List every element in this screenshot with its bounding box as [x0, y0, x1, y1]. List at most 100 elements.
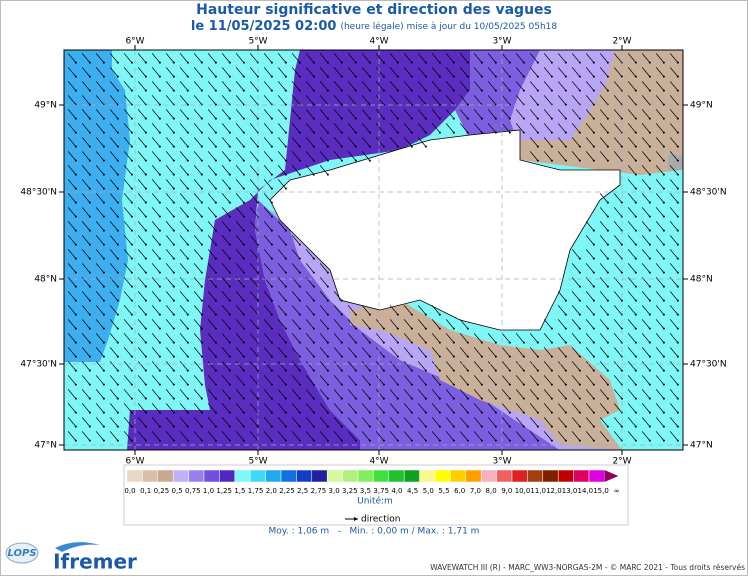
wave-arrow — [221, 319, 231, 329]
wave-arrow-head — [396, 397, 399, 400]
wave-arrow — [109, 375, 119, 385]
wave-arrow — [529, 431, 539, 441]
wave-arrow — [613, 431, 623, 441]
wave-arrow — [221, 123, 231, 133]
wave-arrow — [67, 235, 77, 245]
wave-arrow-head — [88, 397, 91, 400]
wave-arrow — [557, 333, 567, 343]
wave-arrow-head — [634, 411, 637, 414]
scale-swatch — [527, 469, 544, 483]
wave-arrow-head — [116, 61, 119, 64]
wave-arrow — [291, 235, 301, 245]
wave-arrow — [193, 277, 203, 287]
wave-arrow — [641, 249, 651, 259]
wave-arrow — [67, 431, 77, 441]
wave-arrow-head — [200, 285, 203, 288]
latitude-label: 47°N — [690, 441, 713, 451]
wave-arrow-head — [270, 271, 273, 274]
wave-arrow-head — [606, 285, 609, 288]
scale-swatch — [434, 469, 451, 483]
wave-arrow-head — [102, 159, 105, 162]
wave-arrow — [361, 67, 371, 77]
wave-arrow-head — [382, 131, 385, 134]
wave-arrow-head — [116, 145, 119, 148]
wave-arrow — [571, 123, 581, 133]
wave-arrow-head — [564, 159, 567, 162]
wave-arrow-head — [186, 411, 189, 414]
wave-arrow-head — [186, 327, 189, 330]
wave-arrow — [333, 431, 343, 441]
wave-arrow — [543, 361, 553, 371]
wave-arrow — [95, 305, 105, 315]
wave-arrow-head — [144, 187, 147, 190]
wave-arrow-head — [550, 75, 553, 78]
wave-arrow-head — [368, 355, 371, 358]
wave-arrow — [669, 249, 679, 259]
wave-arrow — [109, 361, 119, 371]
wave-arrow — [291, 291, 301, 301]
wave-arrow — [249, 207, 259, 217]
scale-swatch — [311, 469, 328, 483]
wave-arrow — [389, 53, 399, 63]
wave-arrow — [277, 53, 287, 63]
wave-arrow — [263, 235, 273, 245]
wave-arrow — [81, 95, 91, 105]
wave-arrow — [263, 193, 273, 203]
wave-arrow-head — [438, 131, 441, 134]
wave-arrow — [361, 81, 371, 91]
wave-arrow — [109, 137, 119, 147]
wave-arrow-head — [354, 341, 357, 344]
wave-arrow-head — [424, 145, 427, 148]
wave-arrow-head — [200, 243, 203, 246]
wave-arrow — [291, 333, 301, 343]
wave-arrow-head — [438, 117, 441, 120]
wave-arrow-head — [284, 285, 287, 288]
wave-arrow — [207, 361, 217, 371]
wave-arrow — [179, 53, 189, 63]
wave-arrow — [445, 431, 455, 441]
wave-arrow — [151, 361, 161, 371]
wave-arrow — [263, 95, 273, 105]
wave-arrow — [207, 375, 217, 385]
wave-arrow — [67, 193, 77, 203]
wave-arrow — [571, 361, 581, 371]
wave-arrow-head — [494, 341, 497, 344]
wave-arrow-head — [340, 439, 343, 442]
wave-arrow — [235, 151, 245, 161]
wave-arrow-head — [662, 411, 665, 414]
wave-arrow-head — [284, 75, 287, 78]
wave-arrow — [249, 137, 259, 147]
wave-arrow-head — [130, 383, 133, 386]
wave-arrow-head — [116, 411, 119, 414]
wave-arrow — [305, 417, 315, 427]
wave-arrow — [151, 67, 161, 77]
wave-arrow — [613, 361, 623, 371]
sea-shallow — [515, 50, 683, 175]
wave-arrow-head — [172, 397, 175, 400]
wave-arrow — [585, 123, 595, 133]
wave-arrow-head — [368, 145, 371, 148]
wave-arrow — [179, 375, 189, 385]
wave-arrow — [81, 291, 91, 301]
wave-arrow — [193, 347, 203, 357]
wave-arrow — [529, 109, 539, 119]
wave-arrow-head — [396, 313, 399, 316]
wave-arrow-head — [536, 355, 539, 358]
wave-arrow-head — [158, 229, 161, 232]
wave-arrow — [123, 431, 133, 441]
scale-swatch — [234, 469, 251, 483]
wave-arrow — [585, 137, 595, 147]
wave-arrow-head — [158, 285, 161, 288]
sea-violet — [255, 200, 560, 450]
wave-arrow-head — [228, 341, 231, 344]
wave-arrow-head — [438, 341, 441, 344]
wave-arrow-head — [172, 369, 175, 372]
scale-swatch — [419, 469, 436, 483]
wave-arrow — [207, 179, 217, 189]
wave-arrow — [557, 137, 567, 147]
wave-arrow — [95, 109, 105, 119]
wave-arrow-head — [354, 159, 357, 162]
wave-arrow-head — [326, 411, 329, 414]
wave-arrow — [389, 81, 399, 91]
